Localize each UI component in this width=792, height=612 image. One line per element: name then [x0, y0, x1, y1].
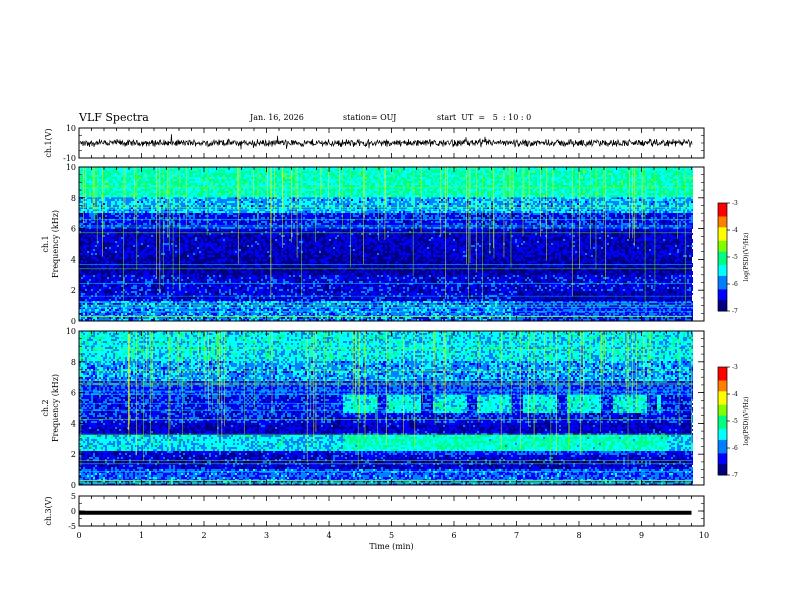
x-ticks-ch3-waveform: 0 1 2 3 4 5 6 7 8 9 10	[76, 496, 709, 540]
y-tick-label: 10	[66, 124, 76, 133]
y-tick-label: -10	[63, 154, 76, 163]
x-tick-label: 10	[699, 531, 709, 540]
x-tick-label: 7	[514, 531, 519, 540]
colorbar-tick-label: -5	[732, 254, 738, 261]
y-tick-label: 10	[66, 327, 76, 336]
y-ticks-ch1-spectrogram: 0 2 4 6 8 10	[66, 163, 704, 326]
ch1-waveform-trace	[79, 134, 693, 150]
x-ticks-ch1-waveform	[78, 128, 705, 158]
x-axis-label: Time (min)	[369, 542, 413, 551]
colorbar-tick-label: -3	[732, 364, 738, 371]
x-ticks-ch1-spectrogram	[78, 167, 705, 321]
y-tick-label: 5	[71, 492, 76, 501]
y-ticks-ch1-waveform: 10 -10	[63, 124, 704, 163]
y-tick-label: 6	[71, 225, 76, 234]
colorbar-label: log(PSD)(V²/Hz)	[743, 397, 750, 446]
y-tick-label: 4	[71, 255, 76, 264]
y-tick-label: 0	[71, 481, 76, 490]
figure-title: VLF Spectra	[79, 111, 149, 124]
y-tick-label: 4	[71, 419, 76, 428]
x-tick-label: 3	[264, 531, 269, 540]
colorbar-tick-label: -7	[732, 472, 738, 479]
x-tick-label: 0	[76, 531, 81, 540]
y-axis-label: ch.1(V)	[44, 128, 53, 157]
station-label: station= OUJ	[343, 113, 396, 122]
spectrogram-image-ch1-spectrogram	[79, 167, 693, 321]
y-tick-label: 6	[71, 389, 76, 398]
y-tick-label: 8	[71, 358, 76, 367]
y-tick-label: 8	[71, 194, 76, 203]
colorbar-ch1-spectrogram: -3 -4 -5 -6 -7 log(PSD)(V²/Hz)	[717, 200, 750, 315]
x-tick-label: 9	[639, 531, 644, 540]
colorbar-ch2-spectrogram: -3 -4 -5 -6 -7 log(PSD)(V²/Hz)	[717, 364, 750, 479]
y-axis-label: ch.3(V)	[44, 496, 53, 525]
y-tick-label: 2	[71, 450, 76, 459]
colorbar-label: log(PSD)(V²/Hz)	[743, 233, 750, 282]
y-axis-label: Frequency (kHz)	[51, 210, 60, 278]
y-tick-label: 10	[66, 163, 76, 172]
colorbar-tick-label: -6	[732, 445, 738, 452]
y-axis-label: ch.2	[41, 399, 50, 416]
colorbar-tick-label: -4	[732, 227, 738, 234]
colorbar-tick-label: -5	[732, 418, 738, 425]
y-tick-label: 0	[71, 507, 76, 516]
y-tick-label: -5	[68, 522, 76, 531]
colorbar-tick-label: -6	[732, 281, 738, 288]
colorbar-tick-label: -7	[732, 308, 738, 315]
x-tick-label: 2	[201, 531, 206, 540]
x-ticks-ch2-spectrogram	[78, 331, 705, 485]
x-tick-label: 1	[139, 531, 144, 540]
y-ticks-ch3-waveform: 5 0 -5	[68, 492, 704, 531]
date-label: Jan. 16, 2026	[250, 113, 304, 122]
y-axis-label: Frequency (kHz)	[51, 374, 60, 442]
spectrogram-image-ch2-spectrogram	[79, 331, 693, 485]
x-tick-label: 8	[576, 531, 581, 540]
colorbar-tick-label: -3	[732, 200, 738, 207]
x-tick-label: 5	[389, 531, 394, 540]
y-ticks-ch2-spectrogram: 0 2 4 6 8 10	[66, 327, 704, 490]
y-axis-label: ch.1	[41, 235, 50, 252]
x-tick-label: 6	[451, 531, 456, 540]
y-tick-label: 2	[71, 286, 76, 295]
colorbar-tick-label: -4	[732, 391, 738, 398]
x-tick-label: 4	[326, 531, 331, 540]
y-tick-label: 0	[71, 317, 76, 326]
start-time-label: start UT = 5 : 10 : 0	[437, 113, 531, 122]
